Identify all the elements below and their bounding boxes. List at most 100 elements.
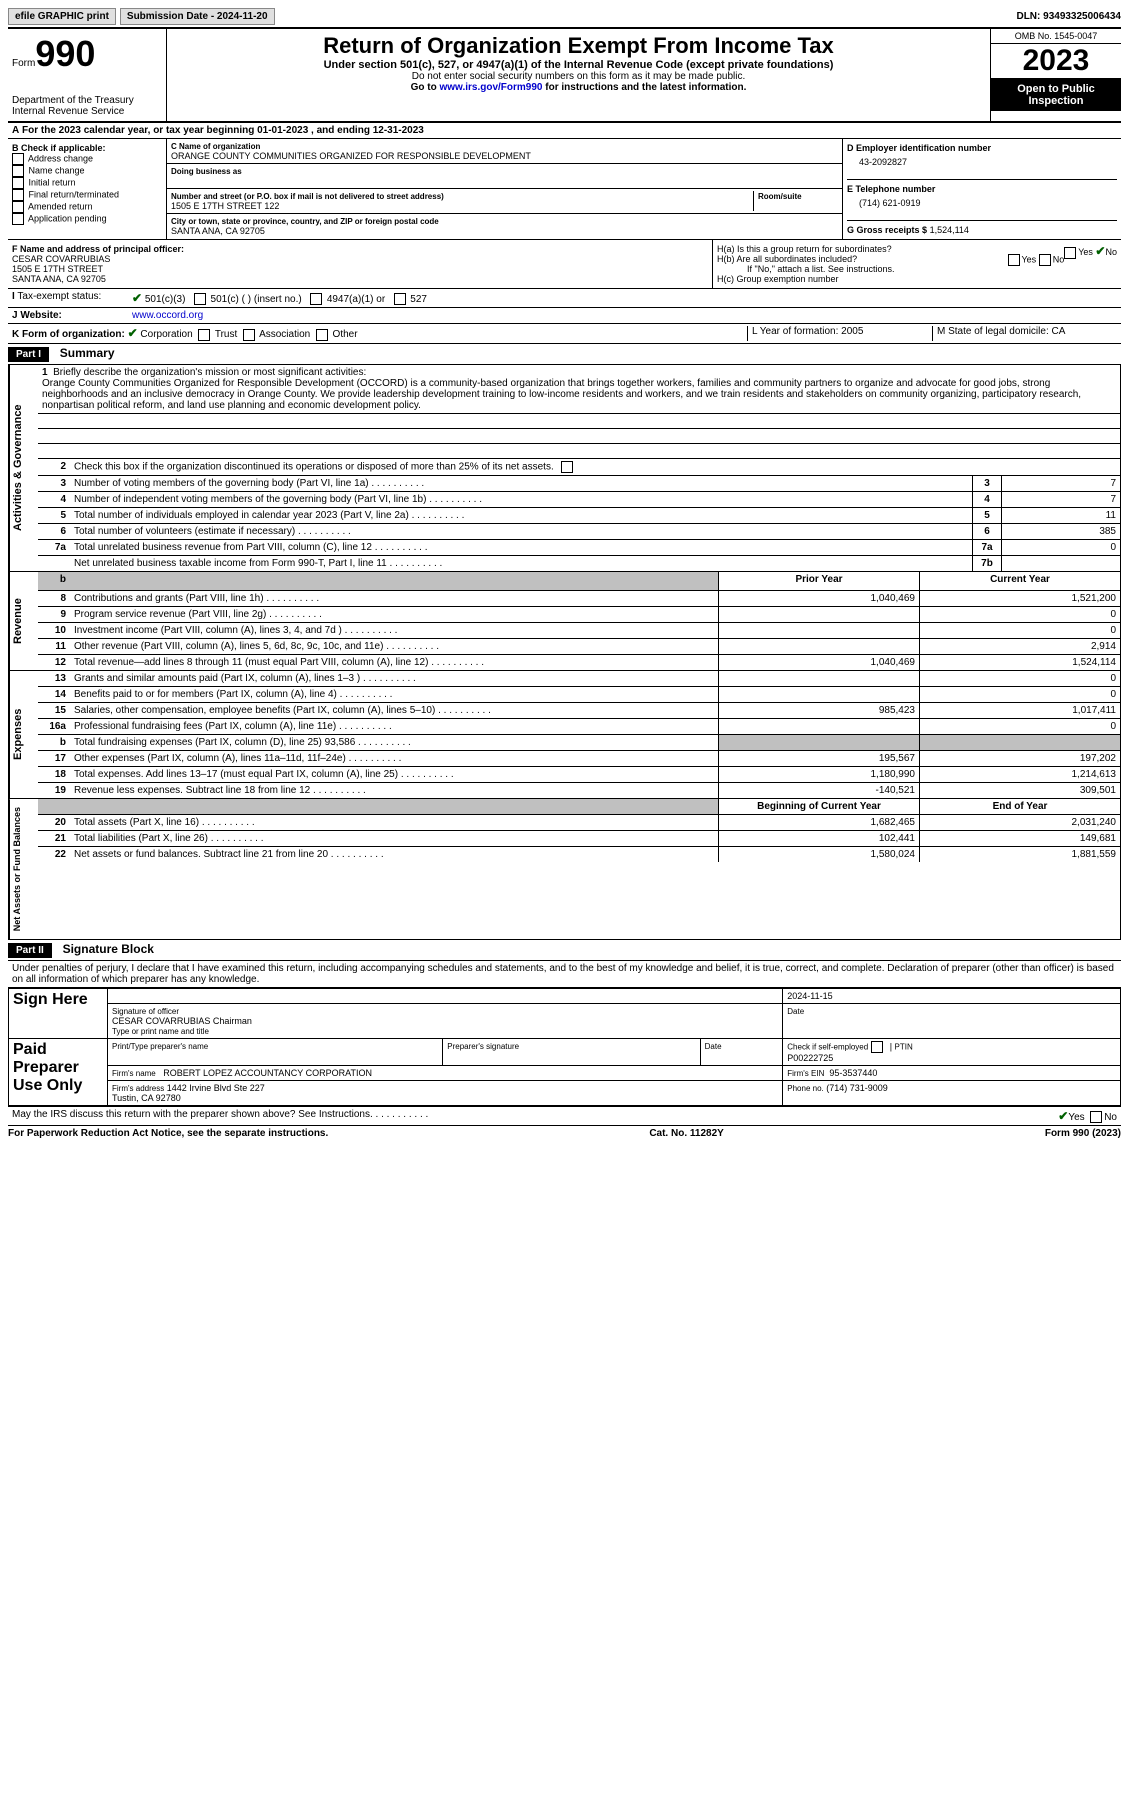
money-row: 10 Investment income (Part VIII, column … [38,623,1120,639]
col-f: F Name and address of principal officer:… [8,240,713,288]
money-row: 13 Grants and similar amounts paid (Part… [38,671,1120,687]
q2: 2 Check this box if the organization dis… [38,459,1120,476]
firm-phone: (714) 731-9009 [826,1083,888,1093]
money-row: b Total fundraising expenses (Part IX, c… [38,735,1120,751]
tax-year: 2023 [991,44,1121,79]
money-row: 22 Net assets or fund balances. Subtract… [38,847,1120,862]
top-bar: efile GRAPHIC print Submission Date - 20… [8,8,1121,29]
row-fh: F Name and address of principal officer:… [8,240,1121,289]
money-row: 18 Total expenses. Add lines 13–17 (must… [38,767,1120,783]
gross-receipts: 1,524,114 [930,225,969,235]
form-header: Form990 Department of the Treasury Inter… [8,29,1121,123]
gov-row: 4 Number of independent voting members o… [38,492,1120,508]
chk-527[interactable] [394,293,406,305]
gov-row: Net unrelated business taxable income fr… [38,556,1120,571]
revenue-block: Revenue b Prior Year Current Year 8 Cont… [8,572,1121,671]
subtitle-2: Do not enter social security numbers on … [171,71,986,82]
discuss-row: May the IRS discuss this return with the… [8,1106,1121,1126]
row-klm: K Form of organization: ✔ Corporation Tr… [8,324,1121,343]
form-number: 990 [35,33,95,74]
side-netassets: Net Assets or Fund Balances [9,799,38,939]
money-row: 21 Total liabilities (Part X, line 26) 1… [38,831,1120,847]
col-h: H(a) Is this a group return for subordin… [713,240,1121,288]
money-row: 12 Total revenue—add lines 8 through 11 … [38,655,1120,670]
chk-address[interactable] [12,153,24,165]
gov-row: 6 Total number of volunteers (estimate i… [38,524,1120,540]
subtitle-1: Under section 501(c), 527, or 4947(a)(1)… [171,59,986,71]
irs-link[interactable]: www.irs.gov/Form990 [439,82,542,93]
signature-block: Sign Here 2024-11-15 Signature of office… [8,988,1121,1106]
chk-assoc[interactable] [243,329,255,341]
officer-name: CESAR COVARRUBIAS [12,254,110,264]
chk-other[interactable] [316,329,328,341]
chk-trust[interactable] [198,329,210,341]
part1-header: Part I Summary [8,344,1121,365]
part2-header: Part II Signature Block [8,940,1121,961]
inspection-badge: Open to Public Inspection [991,79,1121,111]
section-bcd: B Check if applicable: Address change Na… [8,139,1121,240]
firm-name: ROBERT LOPEZ ACCOUNTANCY CORPORATION [163,1068,372,1078]
phone: (714) 621-0919 [847,194,1117,212]
org-name: ORANGE COUNTY COMMUNITIES ORGANIZED FOR … [171,151,531,161]
blank-2 [38,429,1120,444]
chk-hb-no[interactable] [1039,254,1051,266]
subtitle-3: Go to www.irs.gov/Form990 for instructio… [171,82,986,93]
cat-no: Cat. No. 11282Y [649,1128,723,1139]
dln: DLN: 93493325006434 [1016,11,1121,22]
main-title: Return of Organization Exempt From Incom… [171,33,986,59]
chk-name[interactable] [12,165,24,177]
chk-final[interactable] [12,189,24,201]
money-row: 15 Salaries, other compensation, employe… [38,703,1120,719]
rev-header: b Prior Year Current Year [38,572,1120,591]
org-name-cell: C Name of organization ORANGE COUNTY COM… [167,139,842,164]
chk-pending[interactable] [12,213,24,225]
chk-501c[interactable] [194,293,206,305]
money-row: 19 Revenue less expenses. Subtract line … [38,783,1120,798]
chk-ha-yes[interactable] [1064,247,1076,259]
expenses-block: Expenses 13 Grants and similar amounts p… [8,671,1121,799]
money-row: 16a Professional fundraising fees (Part … [38,719,1120,735]
chk-4947[interactable] [310,293,322,305]
col-c: C Name of organization ORANGE COUNTY COM… [167,139,843,239]
chk-q2[interactable] [561,461,573,473]
dept-label: Department of the Treasury Internal Reve… [12,95,162,117]
dba-cell: Doing business as [167,164,842,189]
efile-btn[interactable]: efile GRAPHIC print [8,8,116,25]
paid-preparer: Paid Preparer Use Only [9,1038,108,1105]
money-row: 14 Benefits paid to or for members (Part… [38,687,1120,703]
row-j: J Website: www.occord.org [8,308,1121,324]
col-d: D Employer identification number 43-2092… [843,139,1121,239]
net-header: Beginning of Current Year End of Year [38,799,1120,815]
col-b: B Check if applicable: Address change Na… [8,139,167,239]
footer: For Paperwork Reduction Act Notice, see … [8,1126,1121,1139]
money-row: 17 Other expenses (Part IX, column (A), … [38,751,1120,767]
chk-initial[interactable] [12,177,24,189]
money-row: 11 Other revenue (Part VIII, column (A),… [38,639,1120,655]
chk-amended[interactable] [12,201,24,213]
year-formation: L Year of formation: 2005 [747,326,932,340]
money-row: 9 Program service revenue (Part VIII, li… [38,607,1120,623]
omb-number: OMB No. 1545-0047 [991,29,1121,44]
firm-ein: 95-3537440 [829,1068,877,1078]
website-link[interactable]: www.occord.org [132,310,203,321]
side-expenses: Expenses [9,671,38,798]
q1: 1 Briefly describe the organization's mi… [38,365,1120,414]
form-word: Form [12,58,35,69]
header-center: Return of Organization Exempt From Incom… [167,29,990,121]
chk-self-employed[interactable] [871,1041,883,1053]
submission-date: Submission Date - 2024-11-20 [120,8,275,25]
form-ref: Form 990 (2023) [1045,1128,1121,1139]
header-left: Form990 Department of the Treasury Inter… [8,29,167,121]
side-governance: Activities & Governance [9,365,38,571]
sig-date: 2024-11-15 [783,988,1121,1003]
money-row: 8 Contributions and grants (Part VIII, l… [38,591,1120,607]
blank-3 [38,444,1120,459]
sign-here: Sign Here [9,988,108,1038]
city-cell: City or town, state or province, country… [167,214,842,238]
chk-hb-yes[interactable] [1008,254,1020,266]
mission-text: Orange County Communities Organized for … [42,378,1081,411]
row-i: I Tax-exempt status: ✔ 501(c)(3) 501(c) … [8,289,1121,308]
netassets-block: Net Assets or Fund Balances Beginning of… [8,799,1121,940]
gov-row: 5 Total number of individuals employed i… [38,508,1120,524]
chk-discuss-no[interactable] [1090,1111,1102,1123]
